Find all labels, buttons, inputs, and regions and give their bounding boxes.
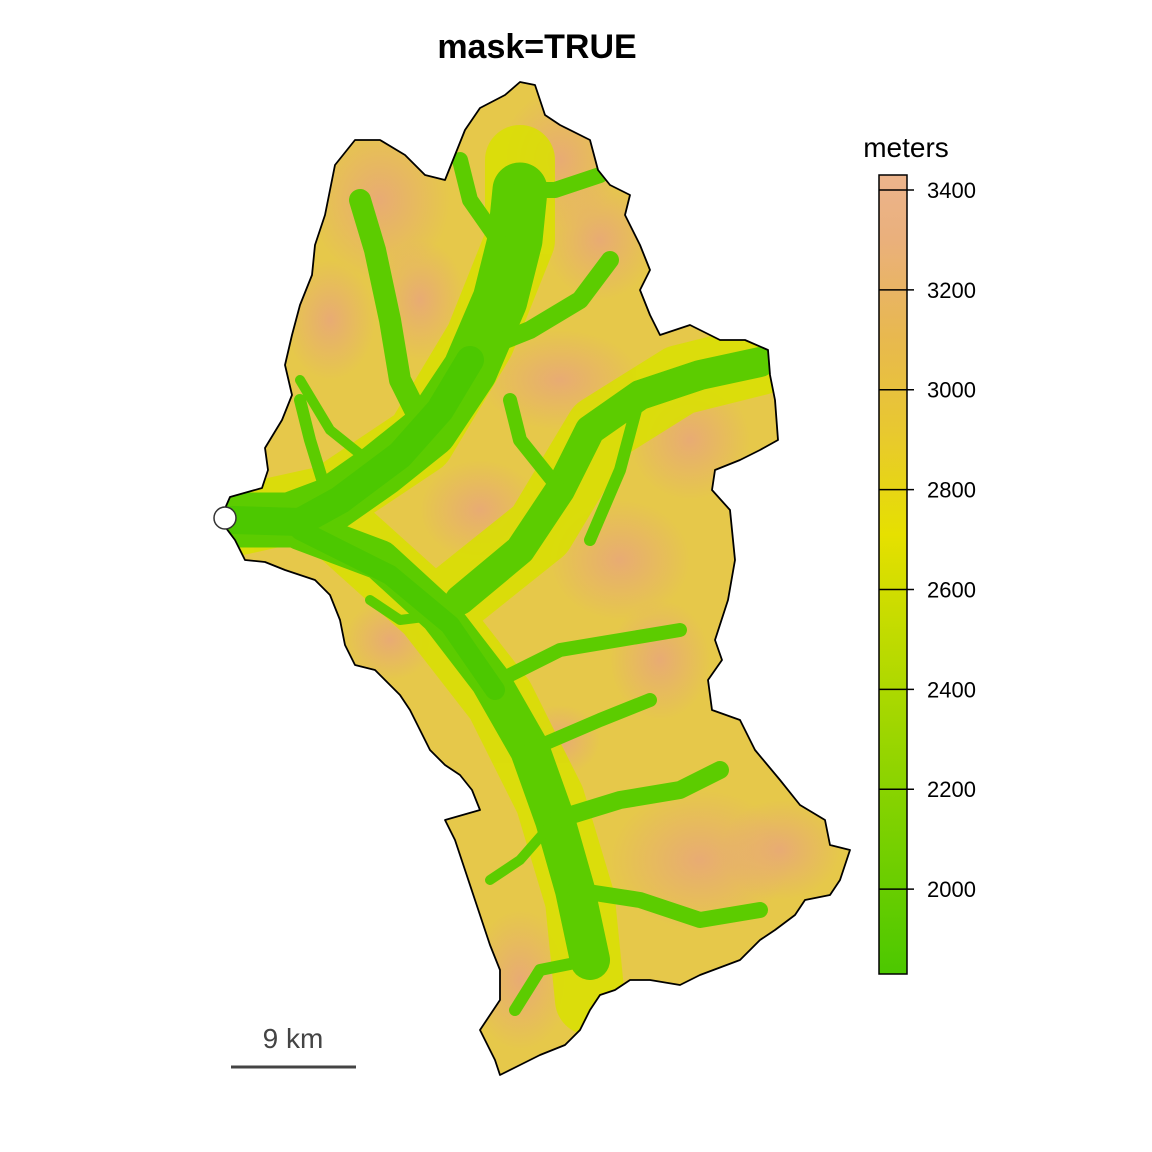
map-title: mask=TRUE (437, 28, 636, 66)
legend-tick-label: 3200 (927, 278, 976, 303)
elevation-raster (220, 82, 850, 1075)
scale-bar: 9 km (231, 1023, 356, 1069)
legend-tick-label: 2200 (927, 777, 976, 802)
legend-ticks: 3400 3200 3000 2800 2600 2400 2200 2000 (879, 178, 976, 902)
outlet-point-marker (213, 506, 237, 530)
legend-tick-label: 2400 (927, 677, 976, 702)
basin-outline (219, 81, 851, 1076)
legend-tick-label: 2000 (927, 877, 976, 902)
legend-colorbar (878, 174, 908, 975)
legend-tick-label: 3000 (927, 378, 976, 403)
legend: meters 3400 3200 3000 2800 2600 2400 2200 2000 (863, 132, 976, 975)
legend-tick-label: 2600 (927, 577, 976, 602)
legend-tick-label: 3400 (927, 178, 976, 203)
legend-tick-label: 2800 (927, 478, 976, 503)
legend-title: meters (863, 132, 949, 163)
scale-bar-label: 9 km (263, 1023, 324, 1054)
